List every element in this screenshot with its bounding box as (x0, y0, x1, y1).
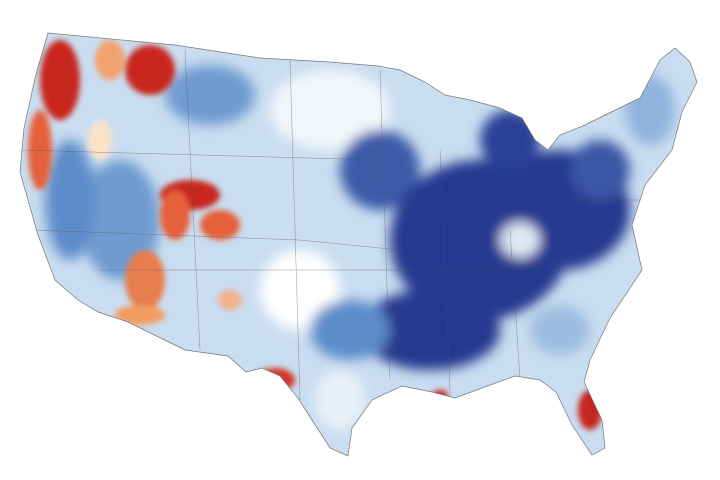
us-outline (19, 32, 698, 457)
